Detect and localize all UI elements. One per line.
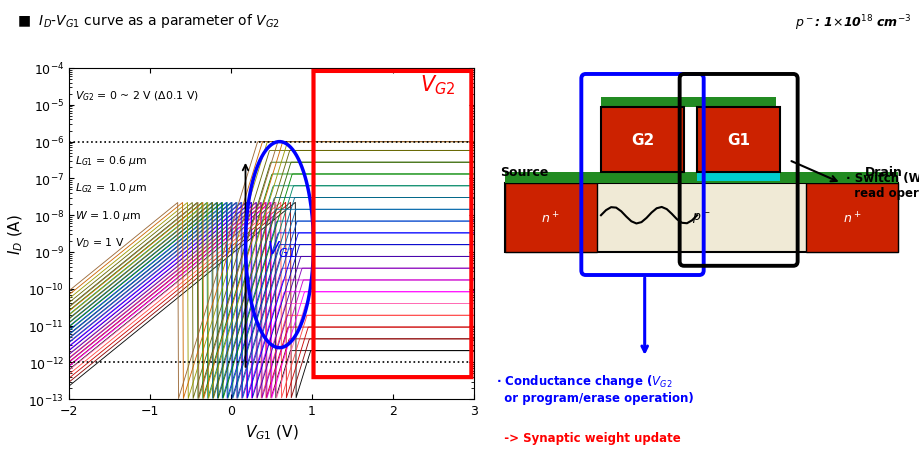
Text: · Conductance change ($V_{G2}$
  or program/erase operation): · Conductance change ($V_{G2}$ or progra… [495, 372, 693, 404]
Bar [697, 173, 779, 181]
Text: -> Synaptic weight update: -> Synaptic weight update [495, 431, 680, 444]
Bar [600, 108, 684, 172]
Text: Drain: Drain [864, 166, 902, 179]
Text: $V_D$ = 1 V: $V_D$ = 1 V [75, 236, 125, 250]
Text: · Switch (WL) in
  read operation: · Switch (WL) in read operation [845, 172, 919, 200]
Bar [505, 184, 596, 252]
Text: $L_{G1}$ = 0.6 $\mu$m: $L_{G1}$ = 0.6 $\mu$m [75, 153, 148, 167]
Y-axis label: $I_D$ (A): $I_D$ (A) [7, 213, 26, 255]
Bar [697, 108, 779, 172]
Text: $\blacksquare$  $I_D$-$V_{G1}$ curve as a parameter of $V_{G2}$: $\blacksquare$ $I_D$-$V_{G1}$ curve as a… [17, 11, 279, 29]
Text: $V_{G2}$ = 0 ~ 2 V ($\Delta$0.1 V): $V_{G2}$ = 0 ~ 2 V ($\Delta$0.1 V) [75, 89, 199, 103]
Text: $W$ = 1.0 $\mu$m: $W$ = 1.0 $\mu$m [75, 208, 142, 222]
X-axis label: $V_{G1}$ (V): $V_{G1}$ (V) [244, 423, 298, 441]
Text: $V_{G1}$: $V_{G1}$ [267, 239, 295, 259]
Text: $V_{G2}$: $V_{G2}$ [419, 73, 455, 97]
Bar [805, 184, 897, 252]
Text: $p^-$: $p^-$ [691, 210, 710, 226]
Text: G1: G1 [726, 133, 749, 147]
Text: $n^+$: $n^+$ [541, 210, 560, 226]
Text: $p^-$: 1$\times$10$^{18}$ cm$^{-3}$: $p^-$: 1$\times$10$^{18}$ cm$^{-3}$ [794, 14, 910, 34]
Text: Source: Source [500, 166, 549, 179]
Bar [505, 184, 897, 252]
Bar [600, 98, 775, 108]
Text: $n^+$: $n^+$ [842, 210, 860, 226]
Text: $L_{G2}$ = 1.0 $\mu$m: $L_{G2}$ = 1.0 $\mu$m [75, 181, 148, 195]
Text: G2: G2 [630, 133, 653, 147]
Bar [505, 172, 897, 184]
